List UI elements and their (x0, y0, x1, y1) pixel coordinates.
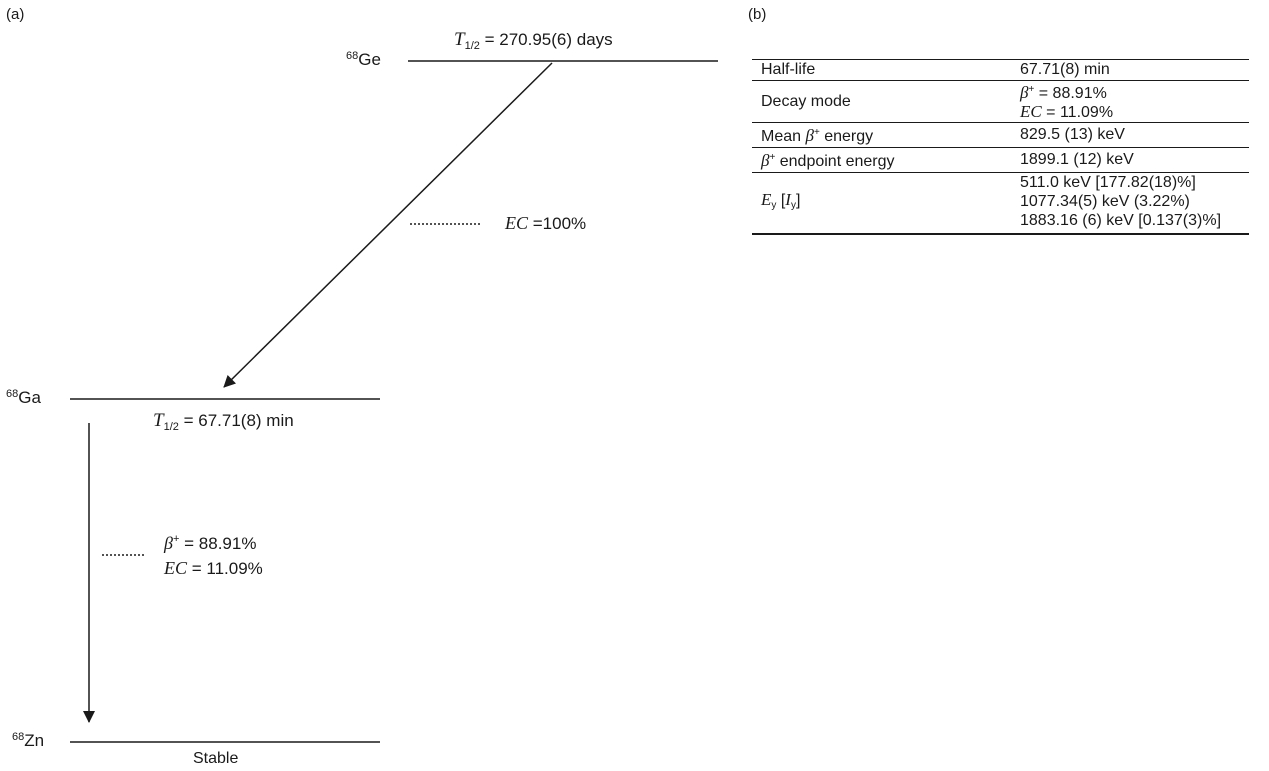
gamma-line-1883: 1883.16 (6) keV [0.137(3)%] (1020, 212, 1222, 229)
ga-level-label: 68Ga (6, 388, 41, 407)
decay-mode-value: β+ = 88.91% EC = 11.09% (1011, 81, 1249, 123)
endpoint-energy-key: β+ endpoint energy (761, 151, 895, 170)
ge-level-label: 68Ge (346, 50, 381, 69)
mean-energy-value: 829.5 (13) keV (1020, 126, 1125, 143)
gamma-key: Ey [Iy] (761, 190, 801, 211)
endpoint-energy-value: 1899.1 (12) keV (1020, 151, 1134, 168)
ge-to-ga-arrow (223, 62, 553, 388)
zn-level-label: 68Zn (12, 731, 45, 750)
ga68-properties-table: Half-life 67.71(8) min Decay mode β+ = 8… (752, 59, 1249, 235)
ga-beta-plus-branch: β+ = 88.91% (164, 533, 257, 553)
decay-mode-key: Decay mode (761, 92, 851, 110)
ga-ec-branch: EC = 11.09% (164, 558, 263, 578)
table-row-endpoint-energy: β+ endpoint energy 1899.1 (12) keV (752, 148, 1249, 173)
panel-a-label: (a) (6, 6, 25, 23)
ga-halflife: T1/2 = 67.71(8) min (153, 410, 294, 433)
mean-energy-key: Mean β+ energy (761, 126, 874, 145)
ge-decay-mode: EC =100% (505, 213, 587, 233)
ge-halflife: T1/2 = 270.95(6) days (454, 29, 613, 52)
half-life-value: 67.71(8) min (1011, 59, 1249, 81)
gamma-values: 511.0 keV [177.82(18)%] 1077.34(5) keV (… (1011, 173, 1249, 235)
decay-mode-ec: EC = 11.09% (1020, 102, 1114, 122)
table-row-half-life: Half-life 67.71(8) min (752, 59, 1249, 81)
decay-mode-beta: β+ = 88.91% (1020, 83, 1107, 103)
table-row-gamma: Ey [Iy] 511.0 keV [177.82(18)%] 1077.34(… (752, 173, 1249, 235)
ga-decay-modes: β+ = 88.91% EC = 11.09% (164, 527, 263, 581)
panel-b-label: (b) (748, 6, 767, 23)
gamma-line-1077: 1077.34(5) keV (3.22%) (1020, 193, 1190, 210)
gamma-line-511: 511.0 keV [177.82(18)%] (1020, 174, 1196, 191)
table-row-mean-energy: Mean β+ energy 829.5 (13) keV (752, 123, 1249, 148)
half-life-key: Half-life (752, 59, 1011, 81)
table-row-decay-mode: Decay mode β+ = 88.91% EC = 11.09% (752, 81, 1249, 123)
zn-stable-label: Stable (193, 750, 239, 767)
